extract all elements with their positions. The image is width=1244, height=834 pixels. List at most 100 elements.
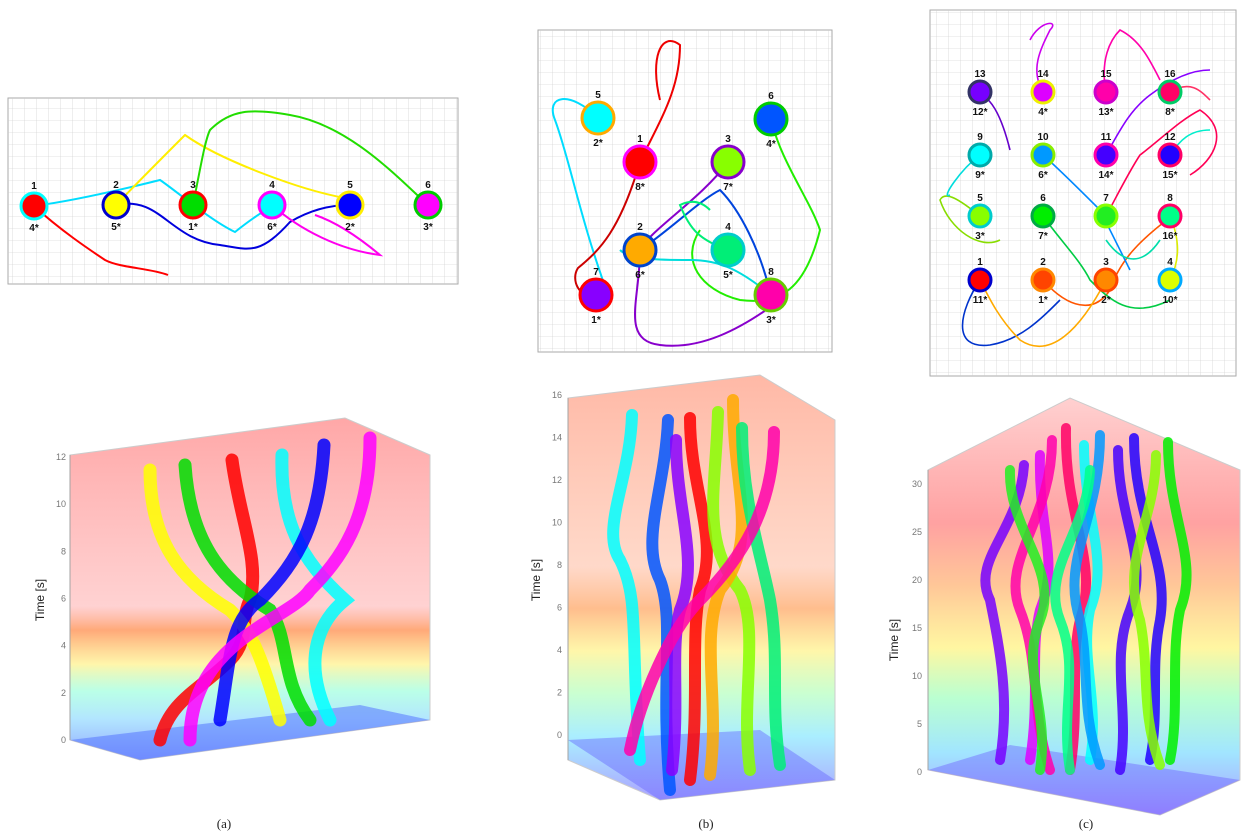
node-target-label: 2* <box>345 222 355 233</box>
node-14: 14 4* <box>1030 69 1056 118</box>
node-target-label: 1* <box>591 315 601 326</box>
node-target-label: 15* <box>1162 170 1177 181</box>
node-circle <box>1093 203 1119 229</box>
node-target-label: 2* <box>1101 295 1111 306</box>
panel-b-ticks: 0 2 4 6 8 10 12 14 16 <box>552 390 562 740</box>
node-4: 4 10* <box>1157 257 1183 306</box>
node-id-label: 6 <box>768 91 774 102</box>
node-target-label: 8* <box>1165 107 1175 118</box>
node-circle <box>1030 203 1056 229</box>
trajectory-tube <box>646 414 676 796</box>
panel-a-3d: 0 2 4 6 8 10 12 Time [s] <box>33 417 431 761</box>
node-circle <box>178 190 208 220</box>
trajectory-tube <box>1004 465 1050 775</box>
time-tick-label: 16 <box>552 390 562 400</box>
node-circle <box>967 142 993 168</box>
node-id-label: 10 <box>1037 132 1049 143</box>
node-6: 6 7* <box>1030 193 1056 242</box>
node-id-label: 2 <box>1040 257 1046 268</box>
time-tick-label: 25 <box>912 527 922 537</box>
node-circle <box>967 267 993 293</box>
panel-a-map: 1 4* 2 5* 3 1* 4 6* 5 2* 6 3* <box>7 97 459 285</box>
node-3: 3 2* <box>1093 257 1119 306</box>
time-tick-label: 0 <box>557 730 562 740</box>
node-target-label: 3* <box>423 222 433 233</box>
panel-b-map: 5 2* 6 4* 1 8* 3 7* 2 6* 4 5* 7 1* 8 3* <box>537 29 833 353</box>
time-tick-label: 6 <box>557 603 562 613</box>
node-target-label: 7* <box>723 182 733 193</box>
node-16: 16 8* <box>1157 69 1183 118</box>
trajectory-tube <box>178 458 317 727</box>
time-tick-label: 14 <box>552 433 562 443</box>
time-tick-label: 10 <box>912 671 922 681</box>
node-circle <box>967 203 993 229</box>
node-target-label: 5* <box>723 270 733 281</box>
node-target-label: 4* <box>1038 107 1048 118</box>
node-circle <box>1157 79 1183 105</box>
node-id-label: 1 <box>31 181 37 192</box>
node-id-label: 6 <box>1040 193 1046 204</box>
node-id-label: 4 <box>725 222 731 233</box>
time-tick-label: 20 <box>912 575 922 585</box>
node-circle <box>578 277 614 313</box>
panel-c-box-floor <box>928 745 1240 815</box>
time-tick-label: 4 <box>557 645 562 655</box>
node-8: 8 3* <box>753 267 789 326</box>
time-tick-label: 8 <box>61 546 66 556</box>
node-target-label: 12* <box>972 107 987 118</box>
trajectory-tube <box>1113 445 1142 775</box>
time-tick-label: 4 <box>61 641 66 651</box>
panel-a-tubes <box>143 431 377 747</box>
node-2: 2 6* <box>622 222 658 281</box>
node-id-label: 11 <box>1101 132 1112 143</box>
trajectory-tube <box>275 448 356 727</box>
node-circle <box>1030 79 1056 105</box>
node-4: 4 5* <box>710 222 746 281</box>
trajectory-tube <box>1129 433 1167 765</box>
time-tick-label: 10 <box>552 518 562 528</box>
node-target-label: 8* <box>635 182 645 193</box>
node-id-label: 3 <box>725 134 731 145</box>
node-id-label: 4 <box>1167 257 1173 268</box>
panel-b-3d: 0 2 4 6 8 10 12 14 16 Time [s] <box>529 374 836 801</box>
node-target-label: 3* <box>975 231 985 242</box>
time-tick-label: 5 <box>917 719 922 729</box>
node-6: 6 3* <box>413 180 443 233</box>
panel-c-axis-title: Time [s] <box>887 619 901 661</box>
node-circle <box>1093 267 1119 293</box>
panel-b-nodes: 5 2* 6 4* 1 8* 3 7* 2 6* 4 5* 7 1* 8 3* <box>578 90 789 326</box>
time-tick-label: 8 <box>557 560 562 570</box>
node-id-label: 8 <box>768 267 774 278</box>
node-target-label: 3* <box>766 315 776 326</box>
node-id-label: 7 <box>593 267 599 278</box>
node-id-label: 2 <box>637 222 643 233</box>
node-target-label: 4* <box>766 139 776 150</box>
node-id-label: 5 <box>595 90 601 101</box>
node-target-label: 1* <box>1038 295 1048 306</box>
node-8: 8 16* <box>1157 193 1183 242</box>
node-13: 13 12* <box>967 69 993 118</box>
node-id-label: 2 <box>113 180 119 191</box>
time-tick-label: 12 <box>56 452 66 462</box>
panel-c-map: 1312*144*1513*168*99*106*1114*1215*53*67… <box>929 9 1237 377</box>
time-tick-label: 2 <box>557 688 562 698</box>
node-id-label: 4 <box>269 180 275 191</box>
node-1: 1 4* <box>19 181 49 234</box>
trajectory-tube <box>1128 450 1165 770</box>
caption-b: (b) <box>698 816 713 831</box>
node-3: 3 7* <box>710 134 746 193</box>
node-id-label: 14 <box>1037 69 1049 80</box>
node-12: 12 15* <box>1157 132 1183 181</box>
time-tick-label: 6 <box>61 594 66 604</box>
trajectory-tube <box>624 426 780 756</box>
node-15: 15 13* <box>1093 69 1119 118</box>
caption-a: (a) <box>217 816 231 831</box>
trajectory-tube <box>1050 465 1095 775</box>
node-id-label: 15 <box>1100 69 1112 80</box>
trajectory-tube <box>666 434 694 776</box>
node-circle <box>1157 203 1183 229</box>
node-target-label: 6* <box>1038 170 1048 181</box>
time-tick-label: 30 <box>912 479 922 489</box>
node-2: 2 5* <box>101 180 131 233</box>
node-circle <box>622 144 658 180</box>
